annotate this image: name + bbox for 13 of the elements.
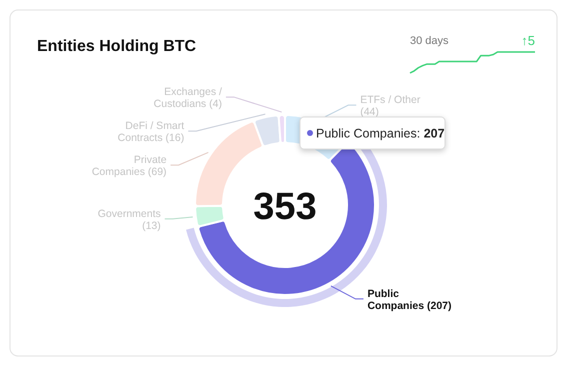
data-label: (44): [360, 106, 379, 118]
text: 353: [253, 186, 317, 228]
data-label: (13): [142, 220, 161, 232]
slice-label: Public Companies (207): [367, 288, 452, 312]
slice-label: Governments: [98, 208, 161, 220]
slice-label: Exchanges / Custodians (4): [154, 86, 222, 110]
text: ↑5: [521, 33, 535, 48]
slice-label: ETFs / Other: [360, 94, 421, 106]
text: Public Companies: 207: [316, 126, 445, 140]
slice-label: Private Companies (69): [92, 154, 167, 178]
slice-label: DeFi / Smart Contracts (16): [118, 120, 184, 144]
chart-title: 30 days: [410, 35, 450, 47]
chart-title: Entities Holding BTC: [37, 38, 197, 55]
